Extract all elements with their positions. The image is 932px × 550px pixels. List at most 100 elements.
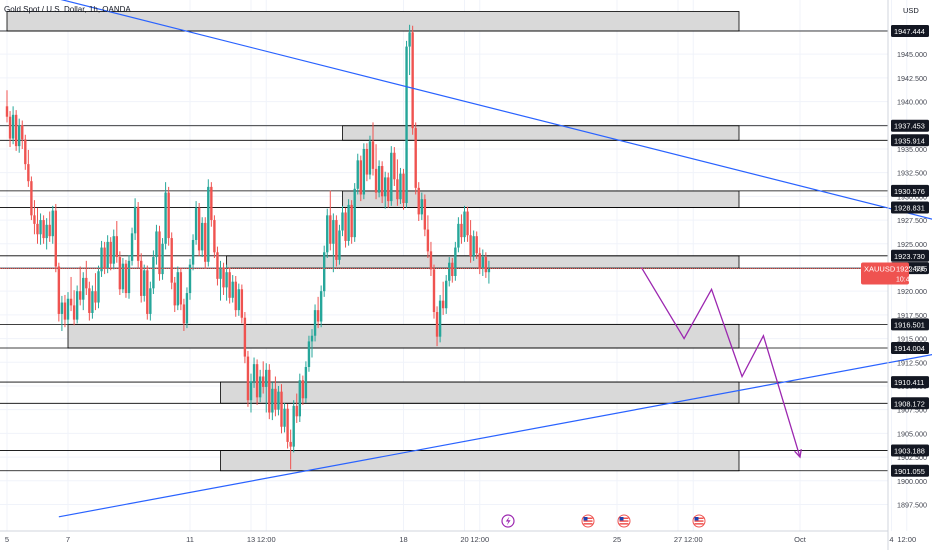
- candle-body: [207, 186, 210, 262]
- trendlines-layer[interactable]: [7, 0, 932, 518]
- candle-body: [475, 236, 478, 254]
- supply-demand-zone: [220, 381, 740, 404]
- time-tick-label: 12:00: [470, 535, 489, 544]
- candle-body: [454, 247, 457, 277]
- candle-body: [484, 257, 488, 273]
- level-tag: [891, 134, 929, 147]
- candle-body: [252, 364, 256, 382]
- level-tag: [891, 184, 929, 197]
- candle-body: [109, 241, 112, 264]
- candle-body: [158, 231, 161, 275]
- time-tick-label: 4: [889, 535, 893, 544]
- candle-body: [478, 253, 481, 269]
- event-marker-us-flag-3[interactable]: [692, 514, 706, 528]
- candle-body: [179, 272, 183, 305]
- candle-body: [18, 125, 21, 147]
- price-tick-label: 1900.000: [897, 477, 927, 486]
- candle-body: [45, 224, 48, 239]
- candle-body: [441, 300, 445, 309]
- candle-body: [164, 192, 167, 244]
- candle-body: [39, 220, 42, 235]
- level-tag-text: 1910.411: [894, 378, 924, 387]
- candle-body: [33, 215, 36, 224]
- candle-body: [94, 291, 97, 303]
- candle-body: [213, 220, 216, 253]
- us-flag-icon: [694, 517, 704, 525]
- price-tick-label: 1902.500: [897, 453, 927, 462]
- candle-body: [457, 223, 460, 248]
- candle-body: [393, 152, 396, 180]
- candle-body: [332, 220, 335, 244]
- level-tag-text: 1930.576: [894, 187, 925, 196]
- candle-body: [310, 335, 314, 342]
- candle-body: [27, 164, 30, 182]
- zones-layer: [6, 11, 740, 472]
- candle-body: [258, 376, 262, 398]
- candle-body: [127, 260, 131, 294]
- candle-body: [194, 207, 198, 240]
- trendline-lower[interactable]: [58, 322, 932, 518]
- candle-body: [390, 152, 393, 202]
- candle-body: [414, 128, 417, 188]
- candle-body: [384, 177, 387, 197]
- candle-body: [335, 220, 338, 260]
- candle-body: [82, 277, 85, 300]
- time-tick-label: 20: [460, 535, 468, 544]
- candle-body: [146, 270, 149, 314]
- projection-layer[interactable]: [640, 267, 802, 459]
- candle-body: [136, 206, 140, 261]
- candle-body: [24, 139, 27, 165]
- candle-body: [265, 369, 268, 387]
- symbol-title[interactable]: Gold Spot / U.S. Dollar, 1h, OANDA: [4, 5, 131, 14]
- candle-body: [143, 270, 146, 296]
- candle-body: [487, 268, 491, 273]
- candle-body: [420, 199, 423, 215]
- candle-body: [161, 243, 164, 275]
- candle-body: [411, 32, 414, 129]
- key-levels-layer: [0, 30, 888, 472]
- level-tag-text: 1935.914: [894, 136, 925, 145]
- candle-body: [106, 241, 109, 269]
- candle-body: [173, 282, 176, 306]
- level-tag: [891, 376, 929, 389]
- candle-body: [48, 224, 51, 237]
- candle-body: [380, 166, 384, 197]
- event-marker-us-flag-2[interactable]: [617, 514, 631, 528]
- candle-body: [88, 288, 91, 313]
- currency-label[interactable]: USD: [903, 6, 919, 15]
- level-tag-text: 1928.831: [894, 203, 925, 212]
- candle-body: [240, 289, 244, 318]
- candle-body: [274, 388, 277, 410]
- candle-body: [371, 141, 375, 169]
- supply-demand-zone: [67, 323, 740, 349]
- candle-body: [365, 148, 369, 175]
- candle-body: [234, 281, 237, 311]
- candle-body: [307, 341, 311, 368]
- candle-body: [210, 186, 213, 221]
- level-tag: [891, 249, 929, 262]
- us-flag-icon: [619, 517, 629, 525]
- candle-body: [387, 177, 390, 202]
- candle-body: [219, 267, 222, 279]
- event-marker-flash[interactable]: [501, 514, 515, 528]
- candle-body: [191, 239, 195, 265]
- projection-path[interactable]: [640, 267, 801, 458]
- time-tick-label: 18: [399, 535, 407, 544]
- candle-body: [14, 114, 18, 147]
- candle-body: [204, 222, 207, 262]
- candle-body: [100, 247, 103, 272]
- candle-body: [170, 238, 173, 283]
- candle-body: [124, 263, 128, 294]
- time-tick-label: 25: [613, 535, 621, 544]
- event-marker-us-flag-1[interactable]: [581, 514, 595, 528]
- supply-demand-zone: [6, 11, 740, 32]
- candle-body: [283, 408, 286, 427]
- time-tick-label: 13: [247, 535, 255, 544]
- candle-body: [448, 262, 451, 281]
- candle-body: [405, 46, 408, 204]
- candle-body: [97, 271, 100, 303]
- trendline-upper[interactable]: [7, 0, 932, 263]
- level-tag-text: 1947.444: [894, 27, 925, 36]
